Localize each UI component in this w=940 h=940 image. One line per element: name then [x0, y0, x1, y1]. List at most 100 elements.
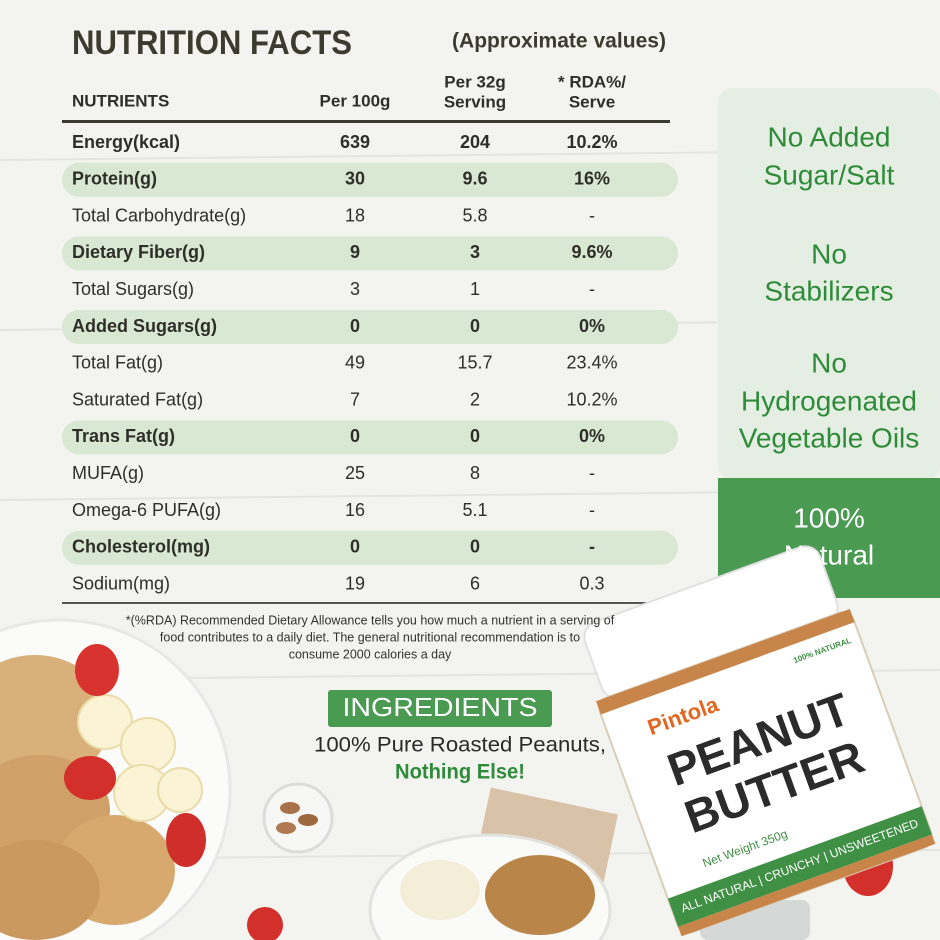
natural-claim: 100% — [793, 502, 865, 533]
nutrient-value: 8 — [470, 463, 480, 483]
nutrient-value: 5.1 — [462, 500, 487, 520]
subtitle: (Approximate values) — [452, 30, 666, 53]
natural-claim: Natural — [784, 539, 874, 570]
claim: Vegetable Oils — [739, 422, 920, 453]
strawberry — [247, 907, 283, 940]
nutrient-name: Total Carbohydrate(g) — [72, 205, 246, 225]
title: NUTRITION FACTS — [72, 24, 352, 62]
footnote: *(%RDA) Recommended Dietary Allowance te… — [126, 613, 615, 627]
nutrient-name: Added Sugars(g) — [72, 316, 217, 336]
nutrient-value: 23.4% — [566, 353, 617, 373]
nutrient-value: - — [589, 500, 595, 520]
nutrient-value: 25 — [345, 463, 365, 483]
header-rule — [62, 120, 670, 123]
nutrient-value: 3 — [470, 242, 480, 262]
nutrient-value: 7 — [350, 389, 360, 409]
column-header: NUTRIENTS — [72, 91, 169, 110]
nutrient-name: MUFA(g) — [72, 463, 144, 483]
nutrient-value: 16 — [345, 500, 365, 520]
row-highlight — [62, 420, 678, 455]
banana-slice — [77, 694, 133, 750]
column-header: * RDA%/ — [558, 72, 626, 91]
claim: No — [811, 347, 847, 378]
almond-bowl — [262, 782, 334, 854]
claim: Stabilizers — [764, 275, 893, 306]
nutrient-value: 9 — [350, 242, 360, 262]
nutrient-value: - — [589, 537, 595, 557]
row-highlight — [62, 236, 678, 271]
nutrient-value: 6 — [470, 573, 480, 593]
nutrient-name: Sodium(mg) — [72, 573, 170, 593]
nutrient-value: 3 — [350, 279, 360, 299]
banana — [400, 860, 480, 920]
row-highlight — [62, 310, 678, 344]
footnote: food contributes to a daily diet. The ge… — [160, 630, 580, 644]
nutrient-value: 19 — [345, 573, 365, 593]
nutrient-value: 0.3 — [579, 573, 604, 593]
banana-slice — [120, 717, 176, 773]
jar-tagline-band — [667, 806, 932, 927]
nutrient-name: Trans Fat(g) — [72, 426, 175, 446]
column-header: Serving — [444, 92, 506, 111]
nutrient-name: Protein(g) — [72, 169, 157, 189]
nutrient-value: 18 — [345, 205, 365, 225]
nutrient-value: 1 — [470, 279, 480, 299]
nutrient-value: 49 — [345, 353, 365, 373]
nutrient-value: - — [589, 463, 595, 483]
claim: No Added — [768, 121, 891, 152]
nutrient-value: 9.6% — [571, 242, 612, 262]
nutrient-value: 0 — [470, 537, 480, 557]
nutrient-value: 10.2% — [566, 389, 617, 409]
footnote: consume 2000 calories a day — [289, 647, 452, 661]
ingredients-title: INGREDIENTS — [343, 692, 538, 722]
banana-slice — [157, 767, 203, 813]
nutrient-name: Total Sugars(g) — [72, 279, 194, 299]
nutrient-value: 10.2% — [566, 132, 617, 152]
ingredients-text: 100% Pure Roasted Peanuts, — [314, 734, 606, 757]
nutrient-value: 0 — [350, 426, 360, 446]
granola — [485, 855, 595, 935]
jar-band — [678, 834, 936, 937]
nutrient-value: 0 — [470, 316, 480, 336]
almond — [280, 802, 300, 814]
nutrient-value: 0 — [350, 537, 360, 557]
jar-band — [596, 608, 855, 715]
nutrient-name: Omega-6 PUFA(g) — [72, 500, 221, 520]
claim: No — [811, 238, 847, 269]
strawberry — [64, 756, 116, 800]
row-highlight — [62, 162, 678, 197]
nutrient-name: Cholesterol(mg) — [72, 537, 210, 557]
row-highlight — [62, 530, 678, 565]
pancake — [0, 840, 100, 940]
claim: Hydrogenated — [741, 385, 917, 416]
nutrient-value: 15.7 — [457, 353, 492, 373]
column-header: Per 32g — [444, 72, 505, 91]
claim: Sugar/Salt — [764, 159, 895, 190]
nutrient-name: Saturated Fat(g) — [72, 389, 203, 409]
nutrient-value: 0 — [350, 316, 360, 336]
nutrient-value: 30 — [345, 169, 365, 189]
nutrient-value: 0 — [470, 426, 480, 446]
nutrient-value: 0% — [579, 316, 605, 336]
almond — [276, 822, 296, 834]
product-jar: Pintola PEANUT BUTTER 100% NATURAL Net W… — [583, 545, 936, 937]
nutrient-value: 0% — [579, 426, 605, 446]
nutrient-value: - — [589, 205, 595, 225]
column-header: Serve — [569, 92, 615, 111]
nutrient-value: 16% — [574, 169, 610, 189]
strawberry — [166, 813, 206, 867]
nutrient-value: 2 — [470, 389, 480, 409]
nutrient-value: - — [589, 279, 595, 299]
nutrient-name: Dietary Fiber(g) — [72, 242, 205, 262]
column-header: Per 100g — [320, 91, 391, 110]
nutrient-value: 9.6 — [462, 169, 487, 189]
nutrient-name: Total Fat(g) — [72, 353, 163, 373]
nutrient-value: 204 — [460, 132, 490, 152]
bottom-rule — [62, 602, 670, 604]
ingredients-emphasis: Nothing Else! — [395, 761, 525, 784]
strawberry — [75, 644, 119, 696]
nutrient-value: 5.8 — [462, 205, 487, 225]
